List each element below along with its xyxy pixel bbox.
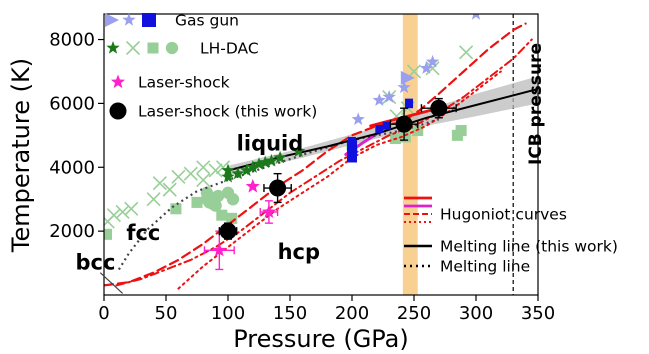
lh-dac-light-marker	[196, 172, 211, 188]
legend-label: Laser-shock (this work)	[138, 103, 317, 121]
lh-dac-light-marker	[209, 199, 222, 212]
lh-dac-light-marker	[226, 193, 240, 206]
this-work-marker	[269, 179, 287, 197]
lh-dac-light-marker	[455, 125, 467, 137]
lh-dac-marker	[239, 163, 254, 177]
this-work-marker	[219, 222, 237, 240]
bcc-pointer	[99, 272, 124, 294]
lh-dac-light-marker	[115, 204, 130, 220]
plot-area	[104, 14, 538, 295]
laser-shock-marker	[245, 178, 260, 193]
lh-dac-marker	[221, 169, 235, 183]
legend-gas-gun-triangle	[105, 13, 119, 27]
this-work-marker	[430, 99, 448, 117]
legend-label: Melting line (this work)	[440, 238, 618, 256]
legend-laser-shock-star	[110, 74, 126, 89]
legend-lh-dac-square	[147, 42, 159, 54]
legend-label: Melting line	[440, 258, 530, 276]
lh-dac-light-marker	[211, 189, 225, 203]
legend-lh-dac-star	[106, 41, 120, 54]
laser-shock-marker	[212, 242, 227, 257]
lh-dac-light-marker	[425, 61, 440, 76]
lh-dac-light-marker	[216, 209, 228, 221]
lh-dac-light-marker	[171, 169, 186, 184]
lh-dac-marker	[231, 166, 245, 180]
y-tick-label: 2000	[49, 221, 95, 242]
y-tick-label: 6000	[49, 93, 95, 114]
lh-dac-light-marker	[191, 196, 203, 208]
y-tick-label: 4000	[49, 157, 95, 178]
lh-dac-light-marker	[106, 208, 121, 223]
lh-dac-marker	[258, 155, 272, 169]
legend-label: LH-DAC	[200, 40, 259, 58]
gas-gun-marker	[375, 124, 384, 133]
x-tick-label: 200	[335, 303, 369, 324]
lh-dac-marker	[221, 163, 235, 177]
lh-dac-light-marker	[196, 160, 211, 175]
gas-gun-marker	[347, 140, 357, 163]
lh-dac-light-marker	[124, 201, 139, 216]
icb-pressure-label: ICB pressure	[526, 43, 546, 165]
lh-dac-light-marker	[399, 131, 411, 143]
annotations: liquid fcc hcp bcc ICB pressure	[75, 43, 546, 294]
x-axis-title: Pressure (GPa)	[233, 325, 409, 353]
lh-dac-marker	[264, 153, 279, 167]
lh-dac-marker	[273, 150, 287, 164]
gas-gun-light-marker	[419, 61, 434, 74]
gas-gun-light-marker	[397, 80, 411, 94]
melting-line-literature	[117, 118, 440, 271]
lh-dac-marker	[292, 144, 306, 157]
phase-label-bcc: bcc	[75, 250, 115, 274]
phase-label-liquid: liquid	[237, 132, 304, 156]
hugoniot-curve-dash	[104, 22, 527, 287]
x-tick-label: 50	[155, 303, 178, 324]
legend-label: Hugoniot curves	[440, 206, 567, 224]
legend-lh-dac-circle	[165, 41, 179, 55]
legend-label: Gas gun	[175, 12, 239, 30]
legend-gas-gun-square	[142, 13, 156, 27]
lh-dac-light-marker	[162, 182, 177, 197]
gas-gun-light-marker	[425, 54, 440, 68]
lh-dac-light-marker	[226, 212, 238, 224]
legend-this-work-circle	[109, 102, 127, 120]
x-tick-label: 300	[459, 303, 493, 324]
lh-dac-light-marker	[146, 192, 161, 207]
lh-dac-light-marker	[170, 203, 182, 215]
gas-gun-marker	[405, 98, 414, 109]
x-tick-label: 250	[397, 303, 431, 324]
hugoniot-curve-dashdot	[115, 38, 533, 287]
lh-dac-light-marker	[183, 166, 198, 181]
axis-ticks: 0 50 100 150 200 250 300 350 2000 4000 6000 8000	[49, 30, 555, 324]
x-tick-label: 0	[98, 303, 109, 324]
lh-dac-light-marker	[200, 186, 214, 199]
gas-gun-light-marker	[372, 93, 386, 106]
lh-dac-light-marker	[208, 163, 223, 178]
this-work-marker	[395, 115, 413, 133]
phase-label-fcc: fcc	[126, 221, 160, 245]
gas-gun-marker	[348, 136, 356, 147]
gas-gun-light-marker	[382, 90, 396, 103]
x-tick-label: 100	[211, 303, 245, 324]
laser-shock-marker	[261, 204, 277, 218]
x-tick-label: 350	[521, 303, 555, 324]
legend-gas-gun-star	[122, 13, 136, 26]
highlight-band	[402, 14, 418, 295]
gas-gun-light-marker	[471, 14, 481, 20]
x-tick-label: 150	[273, 303, 307, 324]
lh-dac-light-marker	[459, 45, 474, 60]
gas-gun-light-marker	[351, 112, 365, 125]
lh-dac-light-marker	[104, 228, 113, 240]
legend: Gas gun LH-DAC Laser-shock Laser-shock (thi…	[105, 12, 618, 276]
lh-dac-light-marker	[152, 176, 167, 191]
gas-gun-marker	[382, 121, 391, 130]
phase-label-hcp: hcp	[278, 240, 320, 264]
y-tick-label: 8000	[49, 30, 95, 51]
legend-lh-dac-x	[125, 40, 141, 56]
lh-dac-marker	[246, 160, 260, 173]
y-axis-title: Temperature (K)	[7, 58, 35, 253]
lh-dac-marker	[252, 157, 266, 170]
legend-label: Laser-shock	[138, 74, 230, 92]
plot-frame	[103, 13, 539, 296]
